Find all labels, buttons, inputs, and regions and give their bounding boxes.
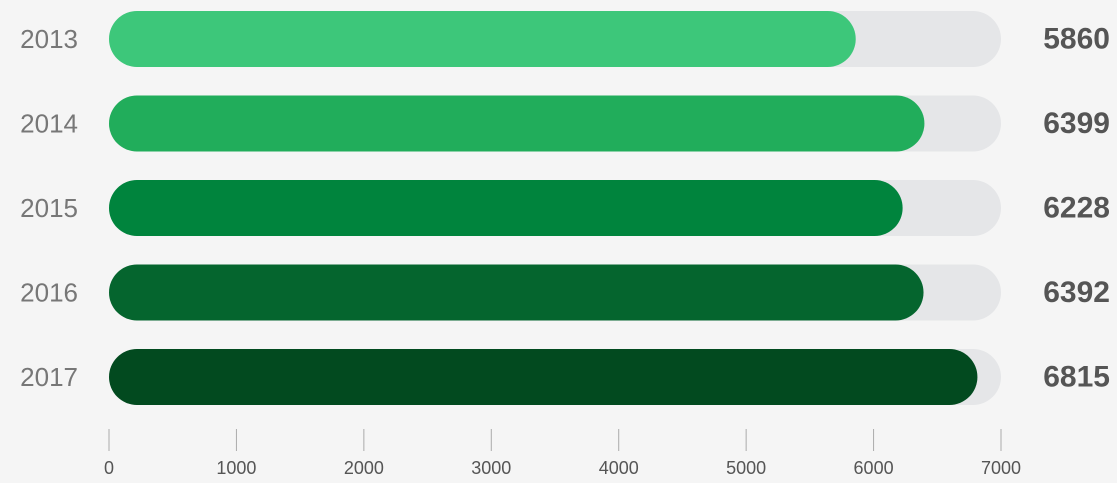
x-tick-label: 0 xyxy=(104,458,114,478)
x-tick-label: 7000 xyxy=(981,458,1021,478)
category-label: 2014 xyxy=(20,109,78,139)
category-label: 2013 xyxy=(20,24,78,54)
x-tick-label: 3000 xyxy=(471,458,511,478)
bars xyxy=(109,11,977,405)
bar-2015 xyxy=(109,180,903,236)
category-label: 2016 xyxy=(20,278,78,308)
category-labels: 2013 2014 2015 2016 2017 xyxy=(20,24,78,392)
x-axis: 0 1000 2000 3000 4000 5000 6000 7000 xyxy=(104,429,1021,478)
x-tick-label: 1000 xyxy=(216,458,256,478)
bar-2013 xyxy=(109,11,856,67)
bar-2014 xyxy=(109,96,924,152)
x-tick-label: 4000 xyxy=(599,458,639,478)
value-label: 6815 xyxy=(1043,361,1110,394)
x-tick-label: 2000 xyxy=(344,458,384,478)
value-label: 6228 xyxy=(1043,192,1110,225)
value-labels: 5860 6399 6228 6392 6815 xyxy=(1043,23,1110,394)
bar-2017 xyxy=(109,349,977,405)
value-label: 5860 xyxy=(1043,23,1110,56)
x-tick-label: 6000 xyxy=(854,458,894,478)
category-label: 2017 xyxy=(20,362,78,392)
x-tick-label: 5000 xyxy=(726,458,766,478)
value-label: 6399 xyxy=(1043,107,1110,140)
bar-2016 xyxy=(109,265,924,321)
category-label: 2015 xyxy=(20,193,78,223)
value-label: 6392 xyxy=(1043,276,1110,309)
